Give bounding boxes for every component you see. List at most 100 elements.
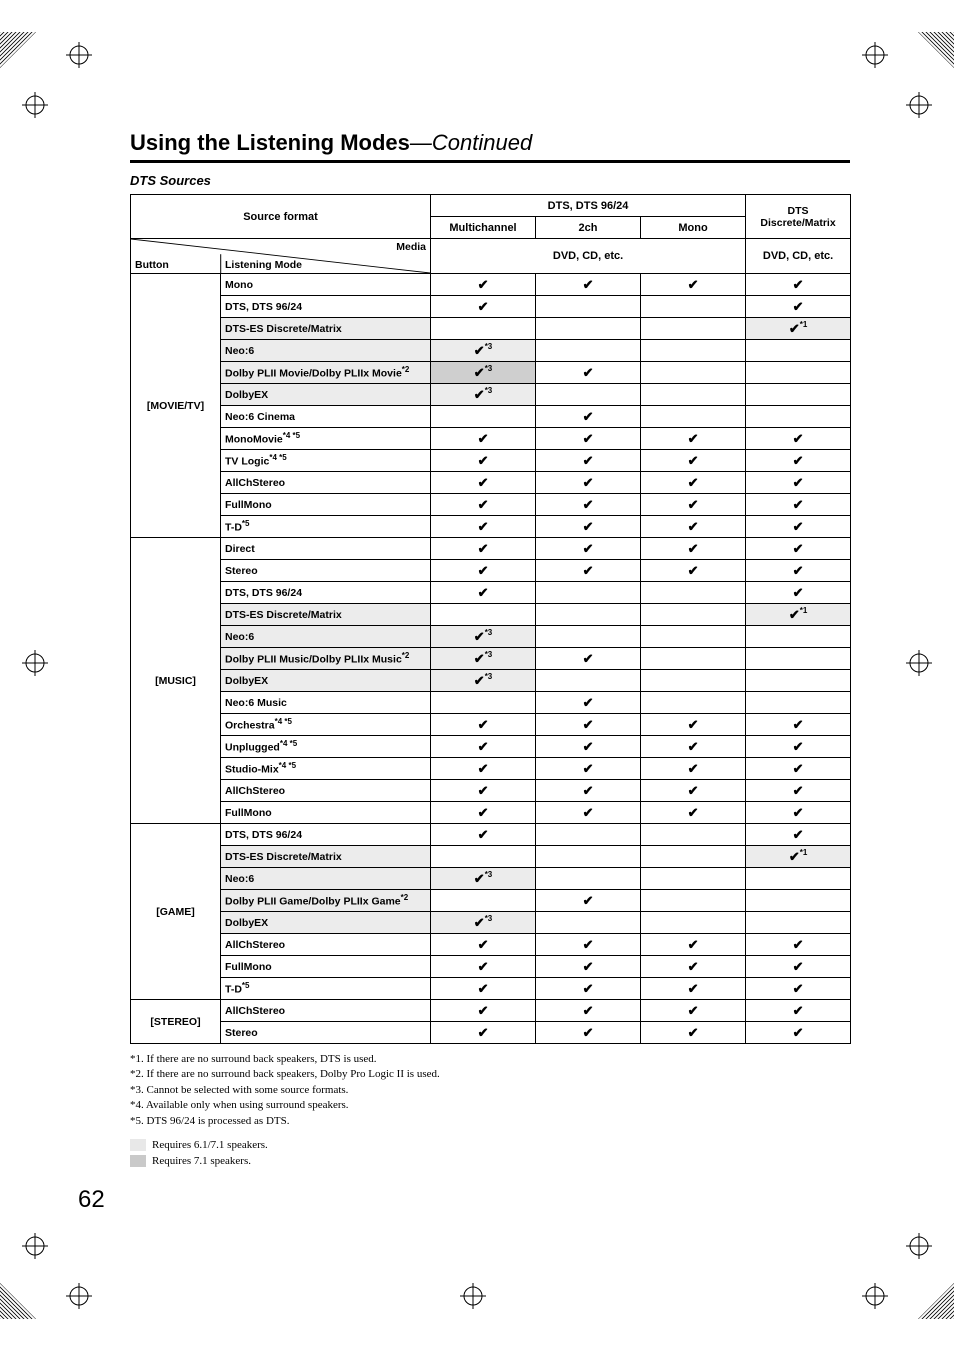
compat-cell: *3 <box>431 868 536 890</box>
listening-mode-cell: Neo:6 <box>221 340 431 362</box>
table-row: Neo:6*3 <box>131 340 851 362</box>
compat-cell <box>746 802 851 824</box>
check-icon <box>474 651 485 666</box>
check-icon <box>583 1003 594 1018</box>
listening-mode-cell: Neo:6 <box>221 868 431 890</box>
table-row: Unplugged*4 *5 <box>131 736 851 758</box>
compat-cell <box>536 736 641 758</box>
compat-cell: *1 <box>746 604 851 626</box>
table-row: Studio-Mix*4 *5 <box>131 758 851 780</box>
table-row: Neo:6 Cinema <box>131 406 851 428</box>
table-row: DTS, DTS 96/24 <box>131 296 851 318</box>
check-icon <box>474 343 485 358</box>
compat-cell: *3 <box>431 384 536 406</box>
compat-cell <box>746 1022 851 1044</box>
listening-mode-cell: MonoMovie*4 *5 <box>221 428 431 450</box>
check-icon <box>688 717 699 732</box>
table-body: [MOVIE/TV]MonoDTS, DTS 96/24DTS-ES Discr… <box>131 274 851 1044</box>
compat-cell <box>431 428 536 450</box>
compat-cell <box>641 428 746 450</box>
check-icon <box>583 541 594 556</box>
page-number: 62 <box>78 1186 105 1214</box>
compat-cell <box>536 340 641 362</box>
check-icon <box>478 981 489 996</box>
check-icon <box>583 761 594 776</box>
compat-cell <box>746 758 851 780</box>
table-row: Orchestra*4 *5 <box>131 714 851 736</box>
listening-mode-cell: DTS, DTS 96/24 <box>221 824 431 846</box>
compat-cell <box>641 538 746 560</box>
compat-cell <box>431 450 536 472</box>
button-cell: [GAME] <box>131 824 221 1000</box>
compat-cell <box>431 560 536 582</box>
check-icon <box>474 673 485 688</box>
compat-cell <box>641 780 746 802</box>
compat-cell <box>746 560 851 582</box>
compat-cell <box>641 560 746 582</box>
compat-cell <box>431 956 536 978</box>
compat-cell <box>536 802 641 824</box>
table-row: Stereo <box>131 1022 851 1044</box>
compat-cell <box>641 516 746 538</box>
compat-cell <box>746 670 851 692</box>
compat-cell <box>641 274 746 296</box>
compat-cell <box>431 582 536 604</box>
check-icon <box>478 805 489 820</box>
compat-cell <box>746 516 851 538</box>
compat-cell <box>641 670 746 692</box>
legend-swatch-71 <box>130 1155 146 1167</box>
listening-mode-cell: Stereo <box>221 560 431 582</box>
check-icon <box>583 717 594 732</box>
compat-cell <box>431 472 536 494</box>
check-icon <box>688 937 699 952</box>
crop-hatch <box>0 32 36 68</box>
compat-cell <box>746 912 851 934</box>
check-icon <box>583 475 594 490</box>
header-media-button: Media Button Listening Mode <box>131 239 431 274</box>
check-icon <box>793 805 804 820</box>
check-icon <box>789 607 800 622</box>
table-row: AllChStereo <box>131 472 851 494</box>
compat-cell: *3 <box>431 670 536 692</box>
check-icon <box>688 1025 699 1040</box>
compat-cell <box>536 472 641 494</box>
listening-modes-table: Source format DTS, DTS 96/24 DTS Discret… <box>130 194 851 1044</box>
compat-cell <box>536 406 641 428</box>
compat-cell <box>431 494 536 516</box>
check-icon <box>583 937 594 952</box>
compat-cell <box>746 934 851 956</box>
check-icon <box>583 1025 594 1040</box>
compat-cell <box>746 868 851 890</box>
legend-row: Requires 6.1/7.1 speakers. <box>130 1139 850 1151</box>
table-row: MonoMovie*4 *5 <box>131 428 851 450</box>
compat-cell <box>536 714 641 736</box>
compat-cell <box>746 450 851 472</box>
compat-cell: *1 <box>746 318 851 340</box>
compat-cell <box>641 450 746 472</box>
compat-cell <box>431 604 536 626</box>
check-icon <box>478 497 489 512</box>
compat-cell <box>536 318 641 340</box>
table-row: AllChStereo <box>131 780 851 802</box>
check-icon <box>793 497 804 512</box>
registration-mark <box>22 1233 48 1259</box>
compat-cell <box>641 648 746 670</box>
check-icon <box>478 959 489 974</box>
compat-cell <box>536 560 641 582</box>
listening-mode-cell: FullMono <box>221 494 431 516</box>
compat-cell <box>536 780 641 802</box>
compat-cell <box>641 736 746 758</box>
check-icon <box>688 431 699 446</box>
compat-cell <box>431 824 536 846</box>
compat-cell <box>746 824 851 846</box>
check-icon <box>478 475 489 490</box>
registration-mark <box>906 92 932 118</box>
compat-cell <box>431 890 536 912</box>
check-icon <box>793 959 804 974</box>
check-icon <box>688 959 699 974</box>
listening-mode-cell: Studio-Mix*4 *5 <box>221 758 431 780</box>
compat-cell <box>641 934 746 956</box>
check-icon <box>793 277 804 292</box>
button-cell: [MUSIC] <box>131 538 221 824</box>
table-row: DTS-ES Discrete/Matrix*1 <box>131 318 851 340</box>
